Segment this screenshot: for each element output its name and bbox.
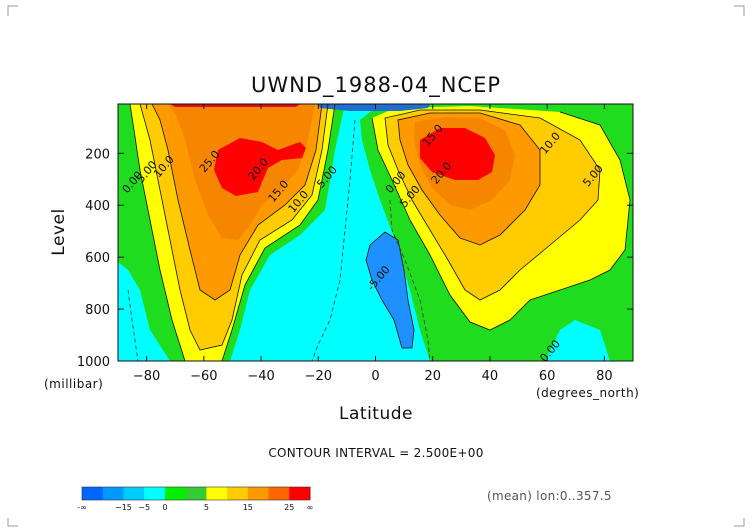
x-tick-label: −80 [133,369,160,384]
colorbar-tick-label: -∞ [77,503,87,512]
y-tick-label: 400 [85,199,110,214]
x-tick-label: 60 [539,369,556,384]
mean-note: (mean) lon:0..357.5 [487,489,612,503]
crop-marks [7,5,745,527]
colorbar-tick-label: 0 [162,503,167,512]
y-tick-label: 200 [85,147,110,162]
x-tick-label: 40 [482,369,499,384]
top-stripe [170,104,300,107]
colorbar-tick-label: −5 [138,503,150,512]
colorbar-swatch [164,487,187,500]
colorbar-frame [81,486,311,501]
x-tick-label: 80 [596,369,613,384]
colorbar-swatch [227,487,249,500]
colorbar-swatch [247,487,270,500]
x-axis-label: Latitude [339,404,413,424]
contour-lines [129,104,631,361]
y-tick-label: 600 [85,251,110,266]
colorbar-tick-label: −15 [115,503,132,512]
colorbar-swatch [82,487,104,500]
colorbar-swatch [185,487,207,500]
colorbar-swatch [206,487,228,500]
core-north [420,128,495,180]
colorbar-tick-label: ∞ [307,503,314,512]
x-tick-label: −20 [305,369,332,384]
x-tick-label: −40 [247,369,274,384]
colorbar-swatch [268,487,290,500]
dashed-lines [127,119,431,361]
core-south [214,138,306,196]
x-tick-label: −60 [190,369,217,384]
x-unit: (degrees_north) [536,386,639,400]
contour-interval-note: CONTOUR INTERVAL = 2.500E+00 [268,446,483,460]
x-tick-label: 20 [424,369,441,384]
colorbar-swatch [289,487,311,500]
colorbar: -∞ −15 −5 0 5 15 25 ∞ [77,486,314,512]
colorbar-tick-label: 25 [284,503,294,512]
chart-title: UWND_1988-04_NCEP [251,73,501,98]
y-tick-label: 1000 [77,355,110,370]
colorbar-swatch [123,487,145,500]
y-axis-label: Level [49,208,69,255]
y-axis: 200 400 600 800 1000 [77,147,633,370]
top-stripe-blue [318,104,430,111]
x-tick-label: 0 [371,369,379,384]
colorbar-tick-label: 5 [204,503,209,512]
colorbar-swatch [102,487,124,500]
y-unit: (millibar) [44,377,103,391]
colorbar-tick-label: 15 [243,503,253,512]
colorbar-swatch [144,487,166,500]
x-axis: −80 −60 −40 −20 0 20 40 60 80 [133,104,613,384]
y-tick-label: 800 [85,303,110,318]
contour-field [118,104,633,361]
